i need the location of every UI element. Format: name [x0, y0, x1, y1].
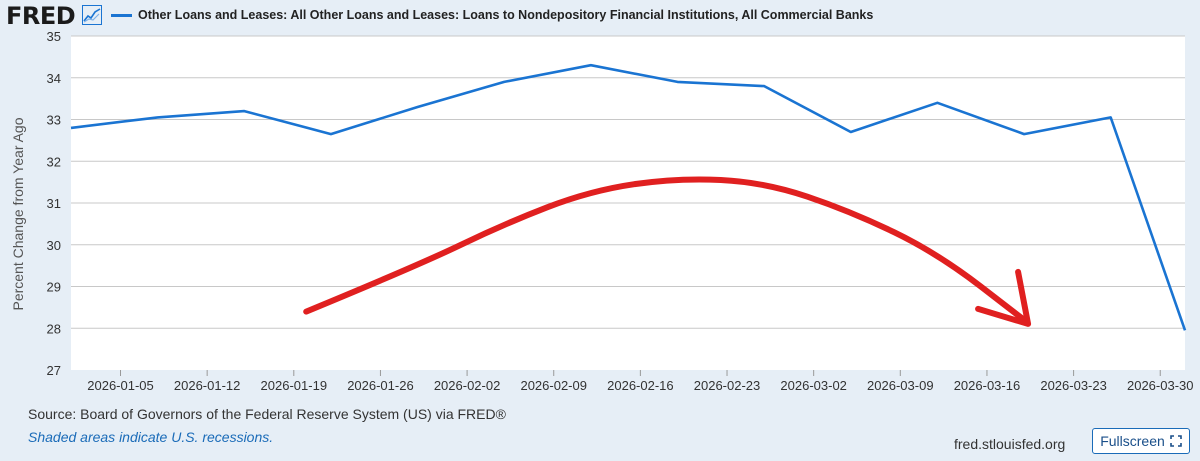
x-tick-label: 2026-01-12: [174, 378, 241, 393]
y-tick-label: 30: [47, 238, 61, 253]
data-point: [325, 128, 337, 140]
annotation-arrow-head: [975, 268, 1032, 327]
y-tick-label: 34: [47, 71, 61, 86]
x-tick-label: 2026-02-09: [520, 378, 587, 393]
recession-note: Shaded areas indicate U.S. recessions.: [28, 429, 274, 445]
x-tick-label: 2026-01-05: [87, 378, 154, 393]
chart-header: FRED Other Loans and Leases: All Other L…: [0, 0, 1200, 32]
x-tick-label: 2026-02-02: [434, 378, 501, 393]
x-tick-label: 2026-03-02: [780, 378, 847, 393]
fullscreen-label: Fullscreen: [1100, 433, 1165, 449]
site-url: fred.stlouisfed.org: [954, 436, 1066, 452]
x-tick-label: 2026-03-23: [1040, 378, 1107, 393]
data-point: [65, 122, 77, 134]
y-tick-label: 28: [47, 321, 61, 336]
data-point: [498, 76, 510, 88]
x-tick-label: 2026-02-16: [607, 378, 674, 393]
data-point: [152, 111, 164, 123]
y-tick-label: 31: [47, 196, 61, 211]
y-tick-label: 29: [47, 280, 61, 295]
x-tick-label: 2026-02-23: [694, 378, 761, 393]
data-point: [845, 126, 857, 138]
x-tick-label: 2026-03-09: [867, 378, 934, 393]
data-point: [1179, 324, 1191, 336]
data-point: [412, 101, 424, 113]
y-tick-label: 27: [47, 363, 61, 378]
source-note: Source: Board of Governors of the Federa…: [28, 406, 506, 422]
x-tick-label: 2026-01-19: [261, 378, 328, 393]
fullscreen-icon: [1169, 435, 1182, 447]
data-point: [1018, 128, 1030, 140]
legend-swatch: [111, 14, 132, 17]
data-point: [931, 97, 943, 109]
data-point: [1105, 111, 1117, 123]
y-tick-label: 33: [47, 113, 61, 128]
y-tick-label: 32: [47, 154, 61, 169]
fullscreen-button[interactable]: Fullscreen: [1092, 428, 1190, 454]
data-point: [672, 76, 684, 88]
annotation-arrow-curve: [303, 176, 1028, 323]
x-tick-label: 2026-01-26: [347, 378, 414, 393]
series-line: [70, 63, 1187, 331]
legend-label[interactable]: Other Loans and Leases: All Other Loans …: [138, 8, 874, 22]
data-point: [238, 105, 250, 117]
x-tick-label: 2026-03-30: [1127, 378, 1194, 393]
data-point: [585, 59, 597, 71]
fred-logo[interactable]: FRED: [6, 2, 76, 30]
x-tick-label: 2026-03-16: [954, 378, 1021, 393]
y-tick-label: 35: [47, 29, 61, 44]
data-point: [758, 80, 770, 92]
chart-line-icon: [82, 5, 102, 25]
